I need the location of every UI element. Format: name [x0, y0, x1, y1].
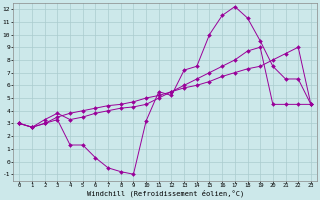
X-axis label: Windchill (Refroidissement éolien,°C): Windchill (Refroidissement éolien,°C): [86, 190, 244, 197]
